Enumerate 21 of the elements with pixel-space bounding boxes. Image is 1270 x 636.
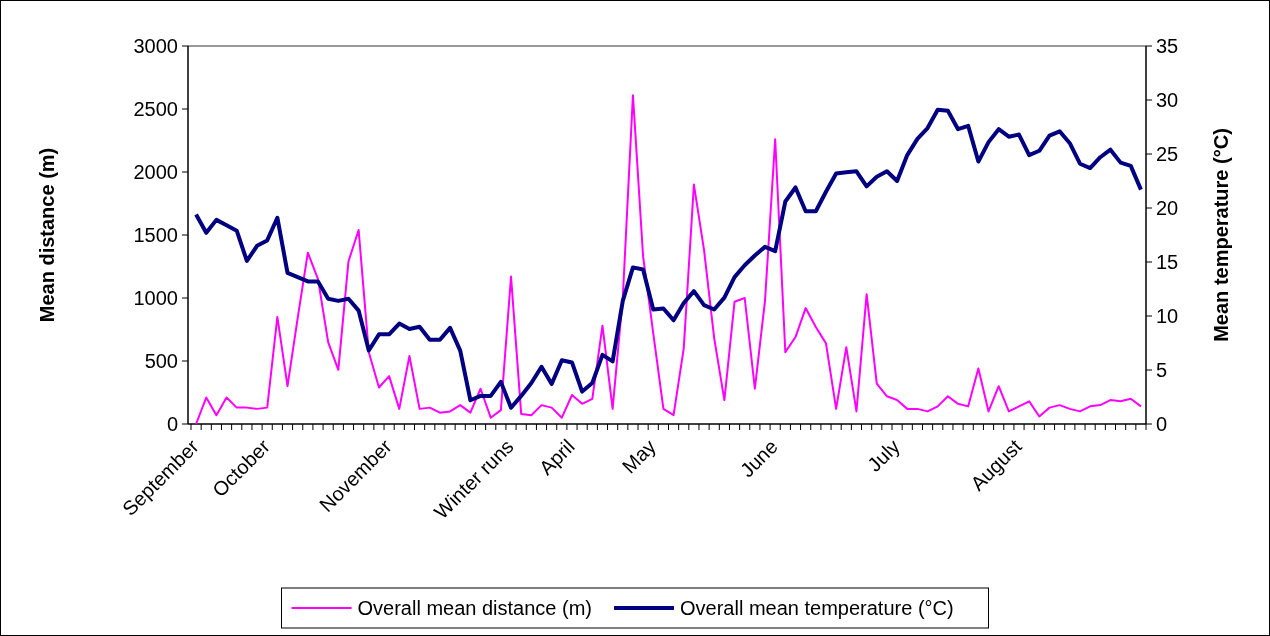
- y-tick-label: 3000: [133, 35, 178, 57]
- y2-tick-label: 15: [1156, 251, 1179, 273]
- y2-tick-label: 10: [1156, 305, 1179, 327]
- x-tick-label: July: [863, 435, 904, 476]
- y-tick-label: 2500: [133, 98, 178, 120]
- y2-tick-label: 20: [1156, 197, 1179, 219]
- y2-tick-label: 35: [1156, 35, 1179, 57]
- y2-axis-title: Mean temperature (°C): [1210, 128, 1232, 342]
- y-axis-title: Mean distance (m): [36, 147, 58, 323]
- x-tick-label: May: [617, 435, 660, 478]
- y-tick-label: 1500: [133, 224, 178, 246]
- y2-tick-label: 0: [1156, 413, 1168, 435]
- y2-tick-label: 25: [1156, 143, 1179, 165]
- y2-tick-label: 30: [1156, 89, 1179, 111]
- y-tick-label: 2000: [133, 161, 178, 183]
- y-tick-label: 500: [144, 350, 178, 372]
- y2-tick-label: 5: [1156, 359, 1168, 381]
- y-tick-label: 0: [166, 413, 178, 435]
- y-tick-label: 1000: [133, 287, 178, 309]
- legend-label: Overall mean temperature (°C): [680, 597, 954, 619]
- legend-label: Overall mean distance (m): [357, 597, 593, 619]
